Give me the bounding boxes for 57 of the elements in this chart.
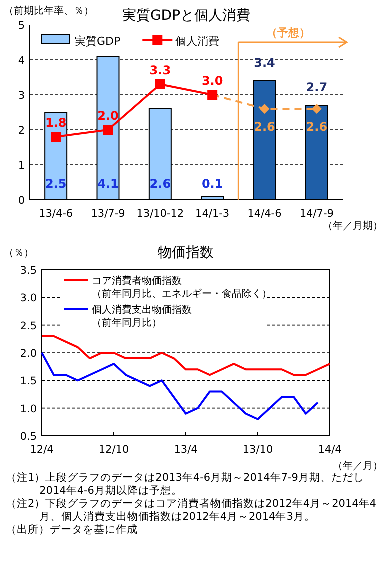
- data-label: 2.6: [254, 120, 276, 134]
- chart-title: 物価指数: [158, 245, 214, 261]
- data-label: 2.5: [45, 177, 67, 191]
- x-tick-label: 13/4-6: [39, 208, 74, 220]
- data-label: 4.1: [98, 177, 119, 191]
- point: [155, 80, 166, 90]
- chart-title: 実質GDPと個人消費: [122, 8, 251, 24]
- data-label: 0.1: [202, 177, 224, 191]
- x-tick-label: 13/4: [174, 444, 198, 456]
- legend-label: 個人消費支出物価指数（前年同月比）: [92, 304, 192, 329]
- point: [51, 132, 62, 142]
- x-tick-label: 12/4: [30, 444, 54, 456]
- text: （出所）データを基に作成: [6, 524, 139, 537]
- y-tick-label: 2.0: [20, 348, 37, 360]
- y-tick-label: 2.5: [20, 320, 37, 332]
- data-label: 3.3: [150, 64, 172, 78]
- y-tick-label: 5: [18, 20, 25, 32]
- x-axis-title: （年／月期）: [323, 220, 383, 232]
- data-label: 2.7: [306, 80, 328, 94]
- legend-label: コア消費者物価指数（前年同月比、エネルギー・食品除く）: [92, 275, 272, 300]
- data-label: 1.8: [45, 116, 67, 130]
- line-series: [41, 335, 331, 376]
- ref-line-label: （予想）: [266, 26, 310, 40]
- y-tick-label: 3.0: [20, 292, 37, 305]
- x-tick-label: 14/1-3: [196, 208, 230, 220]
- y-axis-title: （前期比年率、％）: [4, 5, 94, 17]
- y-tick-label: 0: [18, 195, 25, 207]
- x-tick-label: 14/4: [318, 444, 342, 456]
- x-tick-label: 13/10: [242, 444, 274, 456]
- x-tick-label: 13/10-12: [136, 208, 184, 220]
- point: [260, 104, 270, 114]
- y-tick-label: 1: [18, 160, 25, 172]
- x-tick-label: 14/7-9: [300, 208, 334, 220]
- point: [312, 104, 322, 114]
- x-tick-label: 12/10: [98, 444, 130, 456]
- legend-label: 実質GDP: [75, 35, 121, 48]
- legend-label: 個人消費: [176, 35, 220, 48]
- y-tick-label: 3: [18, 90, 25, 102]
- y-tick-label: 1.5: [20, 376, 37, 388]
- text: （注1）上段グラフのデータは2013年4-6月期～2014年7-9月期、ただし2014年4-6月期以降は予想。: [6, 472, 366, 498]
- y-axis-title: （％）: [4, 248, 34, 259]
- data-label: 2.6: [306, 120, 328, 134]
- y-tick-label: 1.0: [20, 403, 37, 416]
- x-tick-label: 13/7-9: [91, 208, 126, 220]
- y-tick-label: 2: [18, 125, 25, 137]
- y-tick-label: 0.5: [20, 431, 37, 443]
- x-axis-title: （年／月）: [333, 460, 383, 472]
- data-label: 2.0: [98, 109, 119, 123]
- line-series: [41, 352, 319, 420]
- y-tick-label: 4: [18, 55, 26, 67]
- x-tick-label: 14/4-6: [248, 208, 282, 220]
- data-label: 3.0: [202, 74, 224, 88]
- y-tick-label: 3.5: [20, 265, 37, 277]
- data-label: 2.6: [150, 177, 172, 191]
- text: （注2）下段グラフのデータはコア消費者物価指数は2012年4月～2014年4月、個人消費支出物価指数は2012年4月～2014年3月。: [6, 498, 378, 524]
- data-label: 3.4: [254, 56, 276, 70]
- point: [103, 125, 114, 135]
